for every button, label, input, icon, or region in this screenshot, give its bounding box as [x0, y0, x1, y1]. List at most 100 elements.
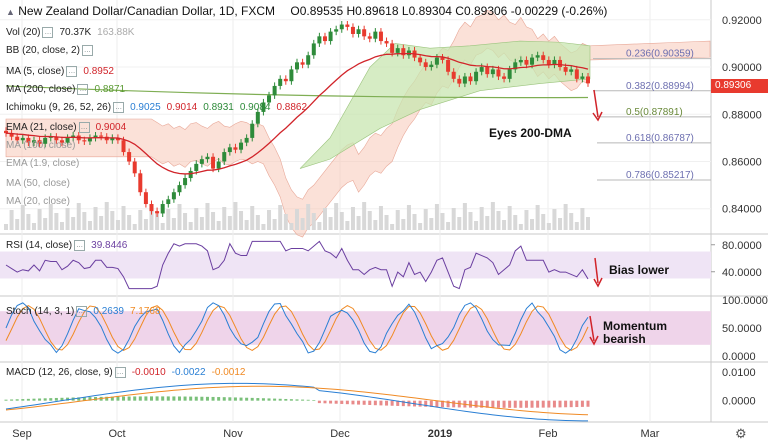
candle-body [418, 57, 423, 63]
gear-icon[interactable]: ⚙ [735, 426, 747, 441]
candle-body [115, 137, 120, 141]
candle-body [93, 135, 98, 138]
macd-histogram-bar [424, 400, 428, 407]
rsi-band [0, 251, 711, 279]
settings-icon[interactable]: … [78, 122, 90, 133]
macd-histogram-bar [38, 398, 42, 401]
rsi-y-tick-label: 40.0000 [722, 267, 762, 279]
volume-bar [418, 223, 423, 230]
candle-body [48, 136, 53, 138]
legend-rsi[interactable]: RSI (14, close)… 39.8446 [6, 240, 127, 251]
volume-bar [300, 218, 305, 230]
candle-body [546, 59, 551, 65]
macd-histogram-bar [122, 396, 126, 401]
volume-bar [244, 220, 249, 230]
macd-histogram-bar [267, 398, 271, 401]
settings-icon[interactable]: … [76, 306, 88, 317]
volume-bar [255, 215, 260, 230]
macd-histogram-bar [334, 400, 338, 404]
volume-bar [250, 206, 255, 230]
macd-v1: -0.0010 [131, 367, 166, 379]
candle-body [563, 67, 568, 72]
x-tick-label: Nov [223, 428, 243, 440]
candle-body [205, 156, 210, 160]
volume-bar [485, 216, 490, 230]
settings-icon[interactable]: … [114, 367, 126, 378]
macd-v2: -0.0022 [171, 367, 206, 379]
macd-histogram-bar [127, 396, 131, 401]
legend-ma200[interactable]: MA (200, close)… 0.8871 [6, 84, 125, 95]
volume-bar [350, 207, 355, 230]
volume-bar [115, 220, 120, 230]
macd-histogram-bar [396, 400, 400, 406]
settings-icon[interactable]: … [42, 27, 54, 38]
macd-histogram-bar [379, 400, 383, 406]
legend-stoch[interactable]: Stoch (14, 3, 1)… 0.2639 7.1768 [6, 306, 161, 317]
legend-bb[interactable]: BB (20, close, 2)… [6, 45, 93, 56]
settings-icon[interactable]: … [66, 66, 78, 77]
volume-bar [468, 212, 473, 230]
legend-ma50[interactable]: MA (50, close) [6, 178, 70, 189]
volume-bar [121, 206, 126, 230]
settings-icon[interactable]: … [113, 102, 125, 113]
candle-body [59, 140, 64, 143]
candle-body [356, 29, 361, 34]
candle-body [401, 48, 406, 56]
stoch-d-value: 7.1768 [129, 306, 161, 318]
volume-bar [558, 218, 563, 230]
volume-bar [283, 214, 288, 230]
candle-body [569, 69, 574, 72]
volume-bar [104, 202, 109, 230]
fib-level-label: 0.618(0.86787) [626, 133, 694, 144]
settings-icon[interactable]: … [77, 84, 89, 95]
candle-body [434, 57, 439, 65]
legend-ma5[interactable]: MA (5, close)… 0.8952 [6, 66, 114, 77]
collapse-icon[interactable]: ▲ [6, 7, 15, 17]
legend-vol[interactable]: Vol (20)… 70.37K 163.88K [6, 27, 134, 38]
volume-bar [518, 224, 523, 230]
y-tick-label: 0.86000 [722, 157, 762, 169]
macd-histogram-bar [474, 400, 478, 408]
volume-bar [82, 212, 87, 230]
volume-bar [37, 209, 42, 230]
candle-body [485, 67, 490, 75]
candle-body [530, 57, 535, 65]
volume-bar [4, 224, 8, 230]
ichimoku-v2: 0.9014 [166, 102, 198, 114]
volume-bar [87, 221, 92, 230]
fib-level-label: 0.382(0.88994) [626, 81, 694, 92]
macd-histogram-bar [295, 399, 299, 401]
macd-histogram-bar [524, 400, 528, 408]
legend-macd[interactable]: MACD (12, 26, close, 9)… -0.0010 -0.0022 -0… [6, 367, 245, 378]
volume-bar [54, 213, 59, 230]
macd-histogram-bar [552, 400, 556, 408]
candle-body [468, 76, 473, 82]
volume-bar [524, 210, 529, 230]
candle-body [261, 102, 266, 112]
legend-ma100[interactable]: MA (100, close) [6, 140, 75, 151]
candle-body [306, 55, 311, 65]
macd-histogram-bar [26, 398, 30, 401]
volume-bar [199, 217, 204, 230]
legend-ema-b[interactable]: EMA (1.9, close) [6, 158, 79, 169]
legend-ema21[interactable]: EMA (21, close)… 0.9004 [6, 122, 126, 133]
candle-body [127, 152, 132, 162]
settings-icon[interactable]: … [74, 240, 86, 251]
candle-body [183, 178, 188, 186]
macd-histogram-bar [21, 399, 25, 401]
macd-histogram-bar [418, 400, 422, 407]
candle-body [37, 140, 42, 144]
macd-histogram-bar [43, 398, 47, 401]
macd-histogram-bar [317, 400, 321, 404]
y-tick-label: 0.84000 [722, 204, 762, 216]
legend-ichimoku[interactable]: Ichimoku (9, 26, 52, 26)… 0.9025 0.9014 0.8… [6, 102, 307, 113]
settings-icon[interactable]: … [81, 45, 93, 56]
stoch-k-value: 0.2639 [93, 306, 124, 318]
macd-histogram-bar [289, 399, 293, 401]
macd-histogram-bar [228, 397, 232, 401]
volume-bar [183, 213, 188, 230]
macd-histogram-bar [256, 398, 260, 401]
legend-ma20[interactable]: MA (20, close) [6, 196, 70, 207]
